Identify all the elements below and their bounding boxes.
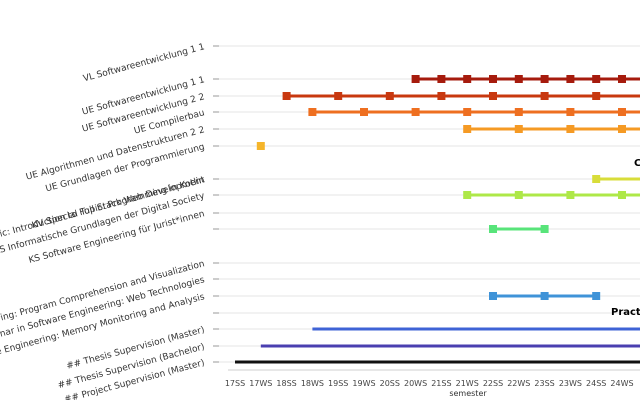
annotation-label: Practic (611, 307, 640, 318)
data-point (411, 75, 420, 83)
data-point (514, 75, 523, 83)
x-tick-label: 24SS (586, 379, 606, 388)
data-point (489, 225, 497, 233)
x-tick-label: 17SS (225, 379, 245, 388)
data-point (514, 125, 523, 133)
x-tick-label: 19SS (328, 379, 348, 388)
x-tick-label: 23WS (559, 379, 582, 388)
data-point (489, 92, 497, 100)
data-point (385, 92, 394, 100)
x-tick-label: 23SS (534, 379, 554, 388)
x-tick-label: 17WS (249, 379, 272, 388)
data-point (437, 92, 446, 100)
data-markers (256, 75, 626, 300)
data-point (592, 292, 601, 300)
data-point (437, 75, 446, 83)
x-axis-ticks: 17SS 17WS 18SS 18WS 19SS 19WS 20SS 20WS 21SS 21WS… (225, 379, 634, 388)
data-point (540, 75, 549, 83)
data-point (592, 92, 601, 100)
data-point (566, 108, 575, 116)
data-point (463, 125, 472, 133)
data-point (308, 108, 317, 116)
data-point (618, 125, 626, 133)
data-point (334, 92, 343, 100)
data-point (566, 75, 575, 83)
data-point (360, 108, 368, 116)
data-point (540, 292, 549, 300)
x-tick-label: 20SS (380, 379, 400, 388)
data-point (282, 92, 291, 100)
x-tick-label: 21SS (431, 379, 451, 388)
x-tick-label: 18SS (276, 379, 296, 388)
data-point (618, 191, 626, 199)
data-point (463, 108, 472, 116)
row-labels: VL Softwareentwicklung 1 1UE Softwareent… (0, 42, 206, 400)
data-point (514, 191, 523, 199)
x-tick-label: 24WS (610, 379, 633, 388)
annotation-label: C (634, 158, 640, 169)
data-point (463, 191, 472, 199)
x-axis-title: semester (449, 389, 487, 398)
data-point (489, 75, 497, 83)
data-point (592, 75, 601, 83)
data-point (256, 142, 265, 150)
data-point (566, 191, 575, 199)
x-tick-label: 20WS (404, 379, 427, 388)
x-tick-label: 21WS (456, 379, 479, 388)
x-tick-label: 22WS (507, 379, 530, 388)
x-tick-label: 22SS (483, 379, 503, 388)
data-point (566, 125, 575, 133)
x-tick-label: 19WS (352, 379, 375, 388)
series-lines (235, 77, 640, 364)
data-point (514, 108, 523, 116)
data-point (592, 175, 601, 183)
data-point (618, 108, 626, 116)
data-point (540, 225, 549, 233)
data-point (411, 108, 420, 116)
x-tick-label: 18WS (301, 379, 324, 388)
data-point (540, 92, 549, 100)
data-point (618, 75, 626, 83)
data-point (489, 292, 497, 300)
row-label: VL Softwareentwicklung 1 1 (82, 42, 206, 84)
data-point (463, 75, 472, 83)
annotations: C Practic (611, 158, 640, 318)
